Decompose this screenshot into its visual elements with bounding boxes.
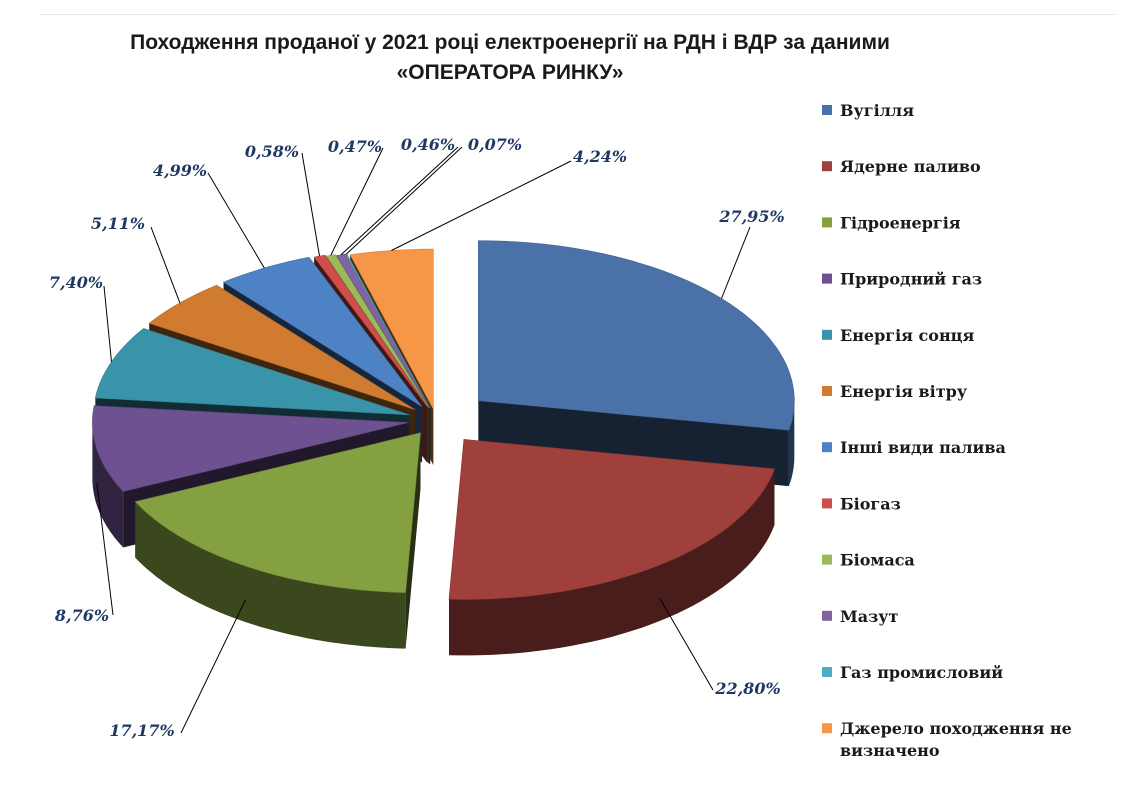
chart-title-line-1: Походження проданої у 2021 році електрое… xyxy=(130,31,890,54)
legend-swatch xyxy=(822,161,832,172)
leader-line xyxy=(301,152,320,257)
legend-label: Природний газ xyxy=(840,270,982,289)
pie-slice-7 xyxy=(222,256,423,407)
leader-line xyxy=(207,172,265,269)
legend-swatch xyxy=(822,554,832,565)
legend-swatch xyxy=(822,723,832,734)
percent-label: 0,46% xyxy=(401,135,455,154)
percent-label: 0,58% xyxy=(245,142,299,161)
leader-line xyxy=(96,483,114,616)
legend: Вугілля Ядерне паливо Гідроенергія Природни… xyxy=(822,101,1072,760)
legend-swatch xyxy=(822,329,832,340)
leader-line xyxy=(721,226,751,299)
legend-swatch xyxy=(822,273,832,284)
legend-label: Енергія вітру xyxy=(840,382,968,401)
percent-label: 17,17% xyxy=(109,721,174,740)
legend-swatch xyxy=(822,498,832,509)
leader-line xyxy=(391,160,572,251)
legend-label: Джерело походження не визначено xyxy=(840,719,1072,760)
percent-label: 8,76% xyxy=(54,606,109,625)
slice-side xyxy=(788,400,795,487)
legend-swatch xyxy=(822,105,832,115)
leader-line xyxy=(345,146,463,255)
legend-swatch xyxy=(822,667,832,677)
legend-label: Біогаз xyxy=(840,494,901,513)
percent-label: 22,80% xyxy=(714,679,780,698)
leader-line xyxy=(330,147,384,256)
percent-label: 27,95% xyxy=(718,207,784,226)
percent-label: 7,40% xyxy=(49,273,103,292)
leader-line xyxy=(150,226,181,304)
percent-labels: 27,95% 22,80% 17,17% 8,76% 7,40% 5,11% 4,99% 0,… xyxy=(49,135,785,740)
leader-line xyxy=(340,146,459,256)
percent-label: 0,07% xyxy=(468,135,522,154)
legend-swatch xyxy=(822,610,832,621)
legend-label: Гідроенергія xyxy=(840,213,961,232)
slice-side xyxy=(135,501,406,649)
slice-side xyxy=(92,422,124,548)
legend-label: Вугілля xyxy=(840,101,914,120)
percent-label: 5,11% xyxy=(91,214,145,233)
legend-label: Ядерне паливо xyxy=(840,157,981,176)
chart-title: Походження проданої у 2021 році електрое… xyxy=(100,28,920,88)
chart-title-line-2: «ОПЕРАТОРА РИНКУ» xyxy=(396,61,624,84)
pie-slice-3 xyxy=(134,432,421,593)
label-leaders xyxy=(96,146,751,734)
pie-slice-4 xyxy=(92,405,409,492)
leader-line xyxy=(659,598,714,691)
legend-label: Енергія сонця xyxy=(840,326,974,345)
percent-label: 4,24% xyxy=(573,147,627,166)
percent-label: 0,47% xyxy=(328,137,382,156)
legend-label: Біомаса xyxy=(840,551,915,570)
legend-swatch xyxy=(822,386,832,396)
pie-tops xyxy=(92,240,795,600)
pie-slice-2 xyxy=(448,439,775,600)
legend-label: Інші види палива xyxy=(840,438,1006,457)
legend-label: Газ промисловий xyxy=(840,663,1003,682)
leader-line xyxy=(103,285,112,362)
top-divider xyxy=(40,14,1116,15)
legend-label: Мазут xyxy=(840,607,899,626)
percent-label: 4,99% xyxy=(153,161,207,180)
slice-side xyxy=(449,468,775,656)
legend-swatch xyxy=(822,217,832,228)
leader-line xyxy=(180,599,247,734)
pie-slice-1 xyxy=(477,240,795,431)
legend-swatch xyxy=(822,442,832,453)
